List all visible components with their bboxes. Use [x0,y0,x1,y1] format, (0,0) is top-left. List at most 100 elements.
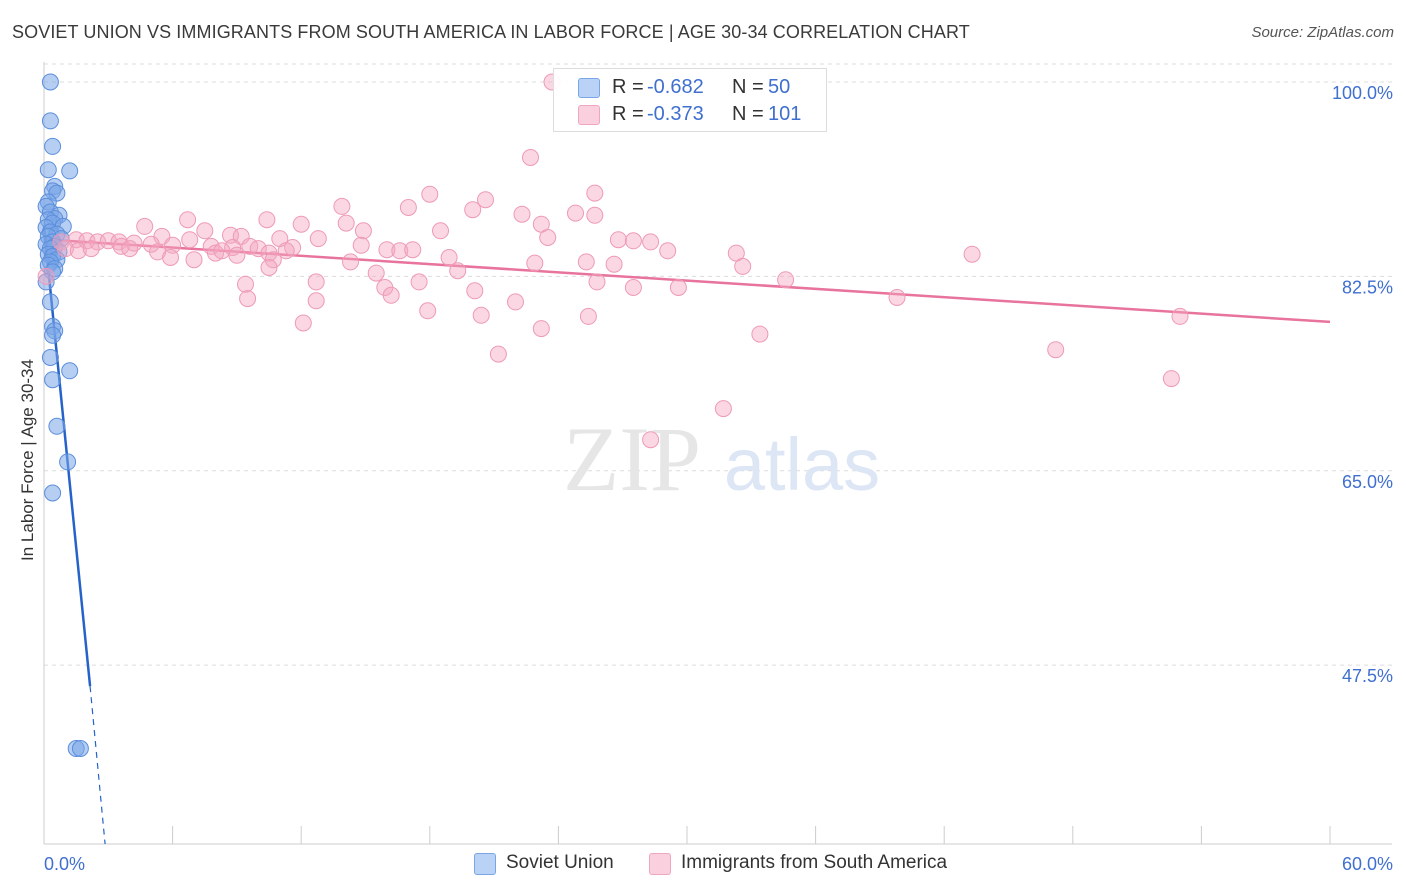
immigrants-south-america-point [1162,370,1180,388]
immigrants-south-america-point [624,232,642,250]
immigrants-south-america-point [237,275,254,293]
immigrants-south-america-point [472,306,490,324]
soviet-union-point [59,453,77,471]
immigrants-south-america-point [464,201,482,219]
immigrants-south-america-point [82,240,100,258]
immigrants-south-america-point [714,400,732,418]
immigrants-south-america-point [659,242,677,260]
immigrants-south-america-point [532,320,550,338]
correlation-legend: R = -0.682 N = 50 R = -0.373 N = 101 [553,68,827,132]
immigrants-south-america-point [567,204,584,222]
legend-r-value: -0.682 [647,76,704,98]
immigrants-south-america-point [421,185,439,203]
immigrants-south-america-point [579,307,597,325]
x-tick-label: 0.0% [44,854,85,874]
immigrants-south-america-point [507,293,524,311]
immigrants-south-america-point [669,279,687,296]
immigrants-south-america-point [777,271,795,289]
soviet-union-point [44,484,62,502]
soviet-union-point [61,162,79,180]
immigrants-south-america-point [342,253,359,271]
immigrants-south-america-point [179,211,197,229]
immigrants-south-america-point [642,431,660,449]
soviet-union-point [44,326,62,344]
immigrants-south-america-point [110,233,128,251]
immigrants-south-america-point [586,184,604,202]
data-points [37,73,1189,757]
immigrants-south-america-point [539,229,557,246]
immigrants-south-america-point [292,215,310,233]
legend-swatch-immigrants-south-america [578,105,600,125]
immigrants-south-america-point [121,240,139,258]
soviet-union-point [44,371,62,389]
immigrants-south-america-point [609,231,627,249]
soviet-union-point [71,740,89,757]
immigrants-south-america-point [888,289,906,306]
y-tick-label: 82.5% [1342,277,1393,297]
legend-n-value: 101 [768,103,802,125]
immigrants-south-america-point [522,149,539,166]
immigrants-south-america-point [37,267,55,285]
grid-lines [44,63,1392,666]
chart-title: SOVIET UNION VS IMMIGRANTS FROM SOUTH AM… [12,22,970,42]
soviet-union-point [41,293,59,311]
immigrants-south-america-point [307,292,325,310]
immigrants-south-america-point [449,262,467,280]
axes [43,62,1392,845]
immigrants-south-america-point [432,222,449,240]
immigrants-south-america-point [513,205,531,223]
soviet-union-trend-line-extension [89,686,106,845]
legend-label-immigrants-south-america: Immigrants from South America [681,852,948,873]
immigrants-south-america-point [378,241,396,259]
immigrants-south-america-point [239,290,257,308]
immigrants-south-america-point [477,191,494,209]
immigrants-south-america-point [734,257,752,275]
immigrants-south-america-point [489,345,507,363]
immigrants-south-america-point [337,214,355,232]
immigrants-south-america-point [577,253,595,271]
immigrants-south-america-point [277,242,295,260]
immigrants-south-america-point [309,230,327,248]
legend-r-label: R = [612,103,644,125]
immigrants-south-america-point [963,245,981,263]
immigrants-south-america-point [258,211,276,229]
immigrants-south-america-point [185,251,203,269]
soviet-union-point [41,112,59,130]
immigrants-south-america-point [249,240,267,258]
soviet-union-point [37,273,55,291]
watermark-atlas: atlas [724,423,880,506]
legend-n-label: N = [732,76,764,98]
soviet-union-point [44,137,62,155]
soviet-union-point [48,417,66,435]
immigrants-south-america-point [196,222,214,240]
watermark: ZIP atlas [563,408,880,510]
immigrants-south-america-point [605,255,623,273]
immigrants-south-america-point [526,254,544,272]
legend-swatch-immigrants-south-america [649,853,671,875]
x-tick-labels: 0.0% 60.0% [44,854,1393,874]
immigrants-south-america-point [224,239,242,256]
legend-r-value: -0.373 [647,103,704,125]
immigrants-south-america-point [294,314,312,332]
y-axis-label: In Labor Force | Age 30-34 [18,359,37,561]
soviet-union-point [41,349,59,366]
immigrants-south-america-point [333,197,351,215]
immigrants-south-america-point [149,243,167,261]
immigrants-south-america-point [410,273,428,291]
legend-row-soviet-union: R = -0.682 N = 50 [554,74,826,100]
legend-label-soviet-union: Soviet Union [506,852,614,873]
immigrants-south-america-point [642,233,660,251]
immigrants-south-america-point [352,236,370,254]
y-tick-labels: 100.0% 82.5% 65.0% 47.5% [1332,83,1393,686]
immigrants-south-america-point [69,242,87,260]
immigrants-south-america-point [213,242,231,260]
immigrants-south-america-point [419,302,437,320]
soviet-union-point [41,73,59,91]
immigrants-south-america-point [264,251,282,269]
trend-lines [42,226,1331,845]
immigrants-south-america-point [440,249,458,266]
immigrants-south-america-point [404,241,422,259]
immigrants-south-america-point [207,244,224,262]
immigrants-south-america-point [181,231,199,249]
